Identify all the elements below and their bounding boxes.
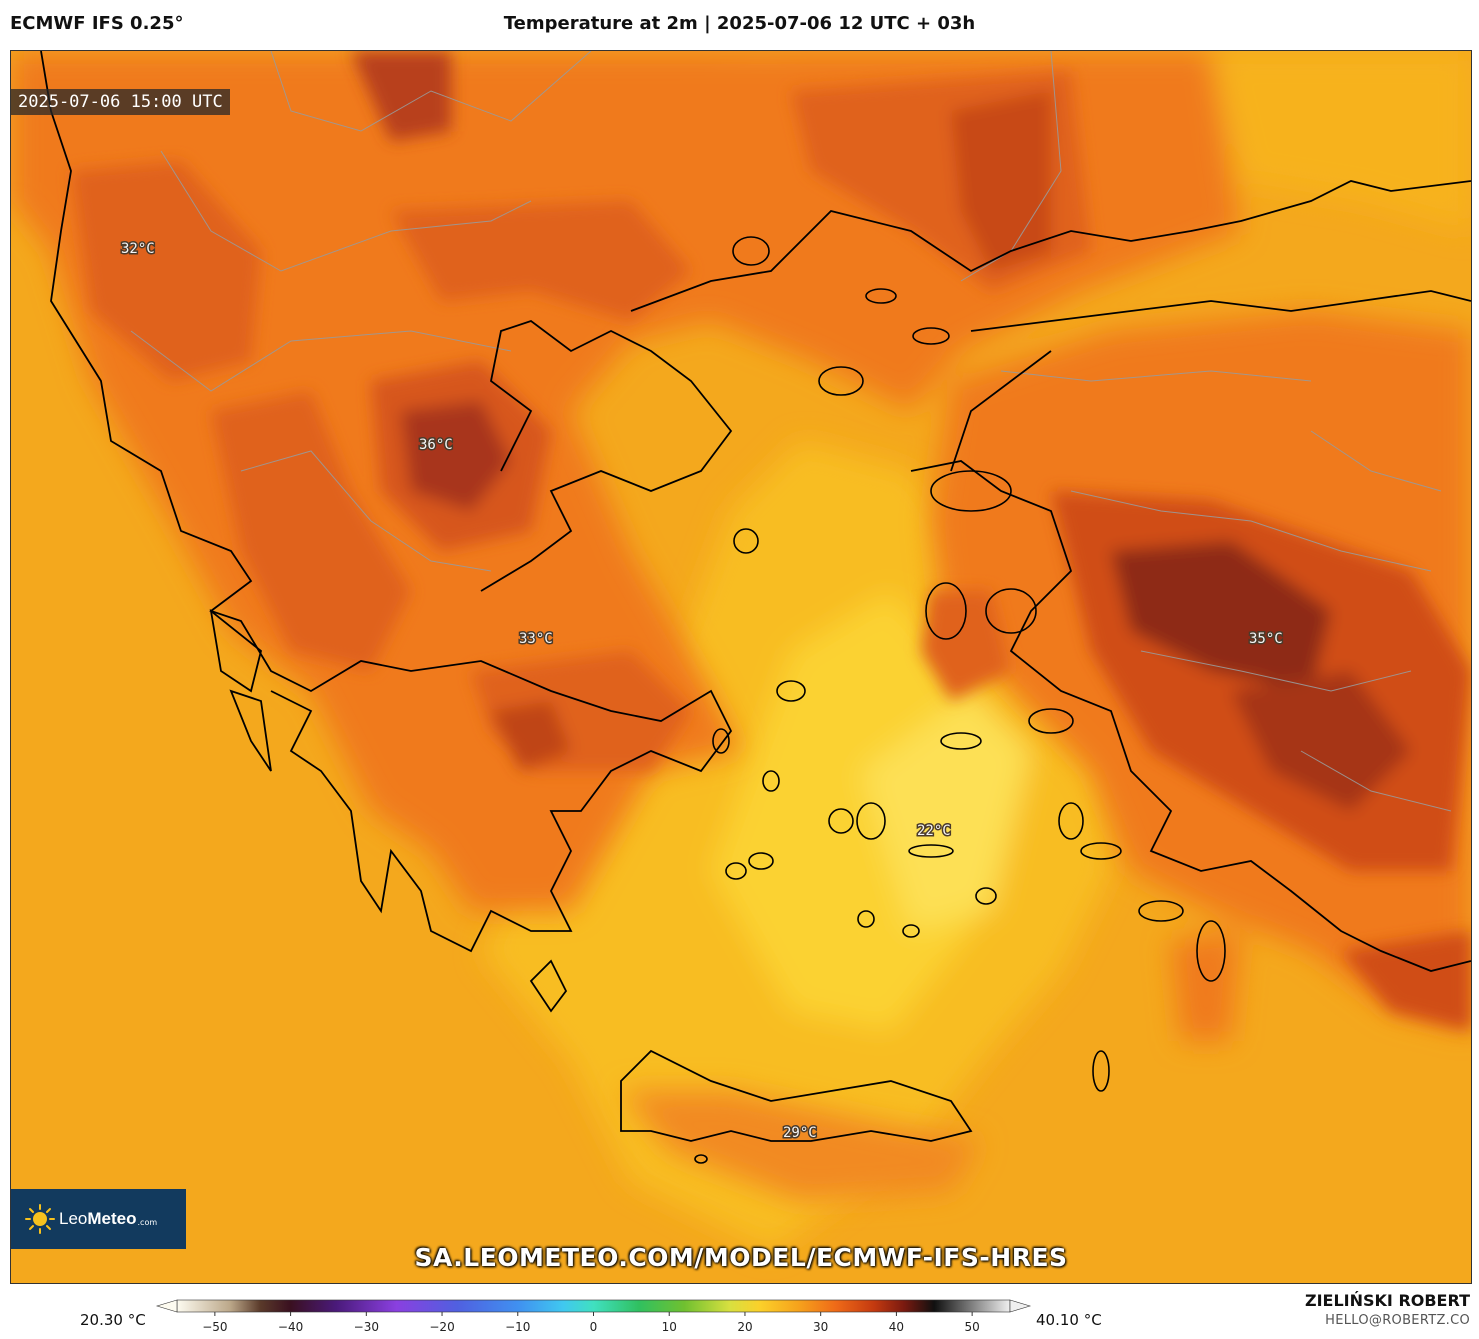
site-url-watermark: SA.LEOMETEO.COM/MODEL/ECMWF-IFS-HRES: [414, 1243, 1068, 1272]
colorbar-tick-label: 30: [813, 1320, 828, 1334]
colorbar-tick-label: 20: [737, 1320, 752, 1334]
logo-domain: .com: [137, 1217, 158, 1227]
colorbar-tick-label: 40: [889, 1320, 904, 1334]
colorbar-tick-label: −10: [505, 1320, 530, 1334]
temp-label-36: 36°C: [419, 437, 453, 453]
colorbar-tick-label: −50: [202, 1320, 227, 1334]
temp-label-33: 33°C: [519, 631, 553, 647]
sun-icon: [25, 1204, 55, 1234]
colorbar-tick-label: 0: [590, 1320, 598, 1334]
temp-label-29: 29°C: [783, 1125, 817, 1141]
country-borders: [130, 51, 1452, 812]
colorbar-tick-label: 50: [964, 1320, 979, 1334]
colorbar-high-extend: [1009, 1299, 1032, 1313]
colorbar-tick-label: −20: [429, 1320, 454, 1334]
colorbar: −50 −40 −30 −20 −10 0 10 20 30 40 50: [155, 1299, 1032, 1334]
author-credit: ZIELIŃSKI ROBERT: [1304, 1291, 1470, 1310]
colorbar-tick-label: −30: [354, 1320, 379, 1334]
temp-label-32: 32°C: [121, 241, 155, 257]
colorbar-tick-label: 10: [662, 1320, 677, 1334]
temp-label-35: 35°C: [1249, 631, 1283, 647]
colorbar-max-label: 40.10 °C: [1036, 1311, 1102, 1329]
map-canvas: 32°C 36°C 33°C 35°C 22°C 29°C: [11, 51, 1471, 1283]
islands: [694, 236, 1226, 1164]
colorbar-low-extend: [155, 1299, 178, 1313]
valid-time-badge: 2025-07-06 15:00 UTC: [11, 89, 230, 115]
logo-text: LeoMeteo: [59, 1209, 137, 1228]
leometeo-logo[interactable]: LeoMeteo .com: [11, 1189, 186, 1249]
colorbar-min-label: 20.30 °C: [80, 1311, 146, 1329]
map-title: Temperature at 2m | 2025-07-06 12 UTC + …: [503, 13, 976, 34]
temperature-map[interactable]: 32°C 36°C 33°C 35°C 22°C 29°C 2025-07-06…: [10, 50, 1472, 1284]
author-email[interactable]: HELLO@ROBERTZ.CO: [1325, 1313, 1470, 1328]
colorbar-tick-label: −40: [278, 1320, 303, 1334]
model-name: ECMWF IFS 0.25°: [10, 13, 184, 34]
colorbar-gradient: [176, 1299, 1011, 1313]
temp-label-22: 22°C: [917, 823, 951, 839]
hot-field: [71, 51, 1471, 1031]
coastlines: [40, 51, 1471, 1142]
